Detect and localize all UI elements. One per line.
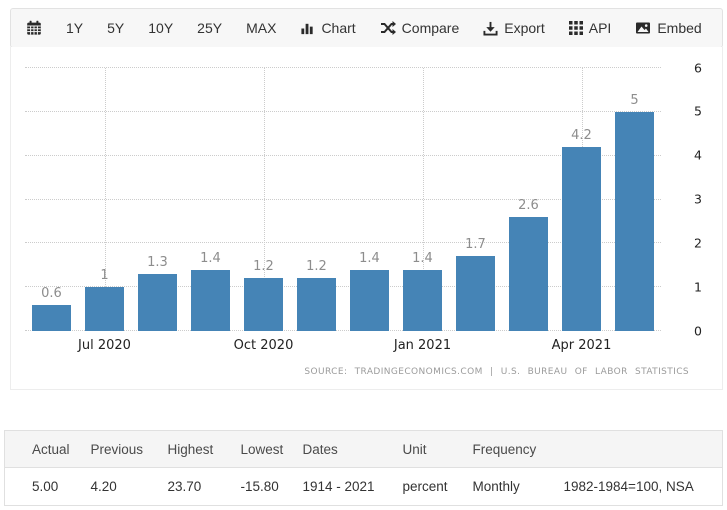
bar[interactable]	[562, 146, 601, 331]
value-lowest: -15.80	[240, 479, 279, 494]
bar[interactable]	[191, 269, 230, 331]
bar-slot-may-2021[interactable]: 5	[608, 68, 661, 331]
bar[interactable]	[244, 278, 283, 331]
header-frequency: Frequency	[472, 430, 564, 468]
gridline-y-0	[25, 330, 661, 331]
summary-header-row: Actual Previous Highest Lowest Dates Uni…	[4, 430, 723, 468]
range-25y[interactable]: 25Y	[197, 20, 223, 36]
gridline-y-5	[25, 110, 661, 112]
api-button-label: API	[588, 20, 612, 36]
bar[interactable]	[456, 256, 495, 331]
bar[interactable]	[85, 287, 124, 331]
x-axis-tick: Apr 2021	[551, 338, 612, 353]
export-button[interactable]: Export	[483, 20, 545, 36]
download-icon	[483, 21, 498, 36]
bar-chart-icon	[300, 21, 315, 36]
value-previous: 4.20	[90, 479, 117, 494]
x-axis-tick: Jan 2021	[393, 338, 452, 353]
range-1y[interactable]: 1Y	[66, 20, 84, 36]
grid-icon	[568, 21, 583, 35]
y-axis-tick-6: 6	[694, 59, 702, 75]
calendar-button[interactable]	[26, 20, 42, 36]
gridline-y-6	[25, 67, 661, 68]
bar[interactable]	[403, 269, 442, 331]
compare-button-label: Compare	[401, 20, 460, 36]
chart-source-text: SOURCE: TRADINGECONOMICS.COM | U.S. BURE…	[304, 367, 689, 377]
range-10y[interactable]: 10Y	[148, 20, 174, 36]
gridline-x	[104, 68, 106, 331]
bar-slot-jul-2020[interactable]: 1	[78, 68, 131, 331]
api-button[interactable]: API	[568, 20, 612, 36]
header-highest: Highest	[167, 430, 241, 468]
y-axis-tick-4: 4	[694, 147, 702, 163]
chart-toolbar: 1Y 5Y 10Y 25Y MAX Chart Compare	[10, 8, 723, 48]
value-reference: 1982-1984=100, NSA	[563, 479, 694, 494]
gridline-x	[422, 68, 424, 331]
bar[interactable]	[350, 269, 389, 331]
bar-slot-mar-2021[interactable]: 2.6	[502, 68, 555, 331]
header-previous: Previous	[90, 430, 168, 468]
chart-button[interactable]: Chart	[300, 20, 356, 36]
chart-button-label: Chart	[321, 20, 356, 36]
header-dates: Dates	[302, 430, 403, 468]
calendar-icon	[26, 20, 42, 36]
y-axis-tick-5: 5	[694, 103, 702, 119]
y-axis-tick-0: 0	[694, 322, 702, 338]
value-actual: 5.00	[32, 479, 59, 494]
bar-slot-oct-2020[interactable]: 1.2	[237, 68, 290, 331]
header-lowest: Lowest	[240, 430, 303, 468]
bar-series: 0.6 1 1.3 1.4 1.2 1.2 1.4 1.4 1.7 2.6 4.2 5	[25, 68, 661, 331]
y-axis-tick-2: 2	[694, 235, 702, 251]
bar-slot-jun-2020[interactable]: 0.6	[25, 68, 78, 331]
value-unit: percent	[402, 479, 448, 494]
bar[interactable]	[615, 111, 654, 331]
y-axis-tick-3: 3	[694, 191, 702, 207]
x-axis-tick: Oct 2020	[233, 338, 294, 353]
header-actual: Actual	[4, 430, 91, 468]
shuffle-icon	[380, 20, 396, 36]
summary-table: Actual Previous Highest Lowest Dates Uni…	[4, 430, 723, 506]
header-reference	[563, 430, 723, 468]
gridline-y-4	[25, 154, 661, 156]
bar-slot-jan-2021[interactable]: 1.4	[396, 68, 449, 331]
embed-button[interactable]: Embed	[635, 20, 702, 36]
x-axis-tick: Jul 2020	[78, 338, 131, 353]
bar-slot-sep-2020[interactable]: 1.4	[184, 68, 237, 331]
gridline-x	[263, 68, 265, 331]
bar[interactable]	[138, 274, 177, 331]
bar[interactable]	[297, 278, 336, 331]
image-icon	[635, 20, 651, 36]
bar-slot-feb-2021[interactable]: 1.7	[449, 68, 502, 331]
range-5y[interactable]: 5Y	[107, 20, 125, 36]
summary-table-wrap: Actual Previous Highest Lowest Dates Uni…	[4, 430, 723, 506]
value-dates: 1914 - 2021	[302, 479, 375, 494]
gridline-y-1	[25, 286, 661, 288]
gridline-y-2	[25, 242, 661, 244]
value-frequency: Monthly	[472, 479, 520, 494]
embed-button-label: Embed	[657, 20, 702, 36]
bar-chart-plot-area: 0 1 2 3 4 5 6 Jul 2020 Oct 2020 Jan 2021 Apr 2021 0…	[25, 61, 702, 353]
bar-slot-dec-2020[interactable]: 1.4	[343, 68, 396, 331]
gridline-y-3	[25, 198, 661, 200]
range-max[interactable]: MAX	[246, 20, 277, 36]
compare-button[interactable]: Compare	[380, 20, 460, 36]
export-button-label: Export	[504, 20, 545, 36]
bar-slot-apr-2021[interactable]: 4.2	[555, 68, 608, 331]
y-axis-tick-1: 1	[694, 278, 702, 294]
chart-panel: 0 1 2 3 4 5 6 Jul 2020 Oct 2020 Jan 2021 Apr 2021 0…	[10, 47, 723, 390]
bar[interactable]	[509, 217, 548, 331]
header-unit: Unit	[402, 430, 473, 468]
summary-value-row: 5.00 4.20 23.70 -15.80 1914 - 2021 perce…	[5, 468, 723, 506]
bar-slot-aug-2020[interactable]: 1.3	[131, 68, 184, 331]
bar[interactable]	[32, 304, 71, 331]
value-highest: 23.70	[167, 479, 202, 494]
bar-slot-nov-2020[interactable]: 1.2	[290, 68, 343, 331]
